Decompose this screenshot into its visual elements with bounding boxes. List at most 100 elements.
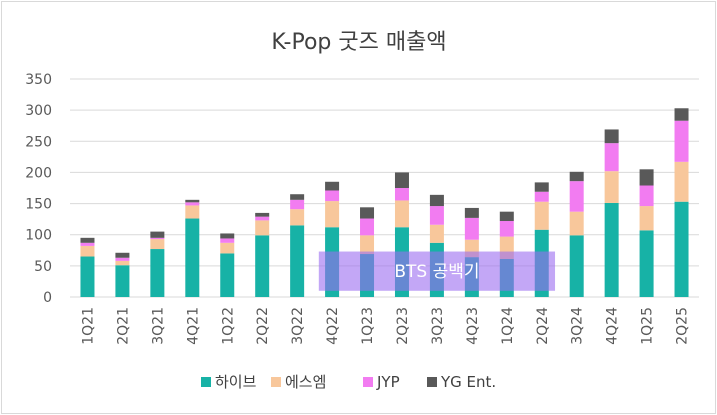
x-tick-label: 2Q25 — [675, 307, 691, 345]
bar-segment — [429, 206, 444, 225]
x-tick-label: 4Q23 — [465, 307, 481, 345]
annotation-band — [318, 251, 556, 291]
y-tick-label: 100 — [25, 228, 52, 244]
y-tick-label: 300 — [25, 103, 52, 119]
x-axis: 1Q21 2Q21 3Q21 4Q21 1Q22 2Q22 3Q22 4Q22 1Q23 2Q23… — [80, 307, 690, 345]
bar-segment — [394, 188, 409, 201]
bar-segment — [499, 211, 514, 222]
bar-segment — [290, 225, 305, 297]
x-tick-label: 2Q23 — [395, 307, 411, 345]
y-tick-label: 350 — [25, 72, 52, 88]
bar-segment — [185, 199, 200, 203]
bar-segment — [604, 202, 619, 297]
bar-segment — [220, 253, 235, 297]
annotation-label: BTS 공백기 — [394, 262, 479, 282]
x-tick-label: 1Q24 — [500, 307, 516, 345]
y-tick-label: 200 — [25, 165, 52, 181]
bar-segment — [674, 161, 689, 202]
bar-segment — [394, 200, 409, 228]
legend-item: 하이브 — [201, 373, 257, 391]
legend-item: 에스엠 — [271, 373, 326, 391]
x-tick-label: 2Q21 — [115, 307, 131, 345]
annotation: BTS 공백기 — [318, 251, 556, 291]
bar-segment — [255, 235, 270, 297]
bar-segment — [325, 181, 340, 191]
bar-segment — [220, 238, 235, 243]
x-tick-label: 1Q25 — [640, 307, 656, 345]
chart-title: K-Pop 굿즈 매출액 — [271, 30, 446, 55]
bar-segment — [534, 191, 549, 202]
bar-segment — [674, 201, 689, 297]
bar-segment — [639, 206, 654, 231]
bar-segment — [674, 108, 689, 121]
bar-segment — [429, 224, 444, 243]
legend-label: 에스엠 — [285, 373, 326, 391]
bar-segment — [80, 237, 95, 243]
bar-segment — [115, 252, 130, 258]
bar-segment — [604, 129, 619, 144]
x-tick-label: 3Q21 — [150, 307, 166, 345]
legend: 하이브 에스엠 JYP YG Ent. — [201, 373, 496, 391]
bar-segment — [569, 235, 584, 297]
y-axis: 0 50 100 150 200 250 300 350 — [25, 72, 52, 306]
legend-item: YG Ent. — [427, 373, 496, 391]
x-tick-label: 3Q24 — [570, 307, 586, 345]
bar-segment — [429, 194, 444, 207]
x-tick-label: 1Q22 — [220, 307, 236, 345]
bar-segment — [150, 249, 165, 297]
bar-segment — [115, 265, 130, 297]
bar-segment — [220, 233, 235, 239]
y-tick-label: 150 — [25, 197, 52, 213]
bar-segment — [150, 231, 165, 238]
x-tick-label: 4Q22 — [325, 307, 341, 345]
bar-segment — [115, 257, 130, 261]
bar-segment — [639, 169, 654, 186]
bar-segment — [360, 207, 375, 219]
bar-segment — [185, 205, 200, 219]
legend-label: 하이브 — [215, 373, 257, 391]
x-tick-label: 1Q21 — [80, 307, 96, 345]
bar-segment — [639, 230, 654, 297]
bar-segment — [115, 260, 130, 266]
legend-label: YG Ent. — [440, 373, 496, 391]
bar-segment — [325, 190, 340, 202]
bar-segment — [290, 199, 305, 210]
x-tick-label: 2Q22 — [255, 307, 271, 345]
bar-segment — [290, 194, 305, 200]
bar-segment — [604, 171, 619, 203]
bar-segment — [639, 185, 654, 207]
y-tick-label: 50 — [34, 259, 52, 275]
bar-segment — [464, 207, 479, 218]
x-tick-label: 3Q23 — [430, 307, 446, 345]
y-tick-label: 250 — [25, 134, 52, 150]
bar-segment — [255, 220, 270, 236]
gridlines — [70, 78, 699, 298]
bar-segment — [534, 182, 549, 192]
bar-segment — [604, 143, 619, 172]
legend-item: JYP — [363, 373, 400, 391]
bar-segment — [150, 237, 165, 240]
bar-segment — [80, 242, 95, 246]
bar-segment — [674, 120, 689, 162]
bar-segment — [569, 211, 584, 236]
bar-segment — [185, 202, 200, 206]
bar-segment — [220, 242, 235, 254]
bar-segment — [255, 216, 270, 221]
x-tick-label: 2Q24 — [535, 307, 551, 345]
legend-swatch — [271, 377, 281, 387]
legend-swatch — [201, 377, 211, 387]
bar-segment — [464, 217, 479, 240]
legend-label: JYP — [376, 373, 400, 391]
bar-segment — [360, 218, 375, 236]
bar-segment — [569, 181, 584, 212]
bar-segment — [394, 172, 409, 188]
legend-swatch — [363, 377, 373, 387]
x-tick-label: 3Q22 — [290, 307, 306, 345]
x-tick-label: 4Q21 — [185, 307, 201, 345]
bar-segment — [290, 209, 305, 226]
bar-segment — [499, 221, 514, 237]
bar-segment — [185, 218, 200, 297]
legend-swatch — [427, 377, 437, 387]
